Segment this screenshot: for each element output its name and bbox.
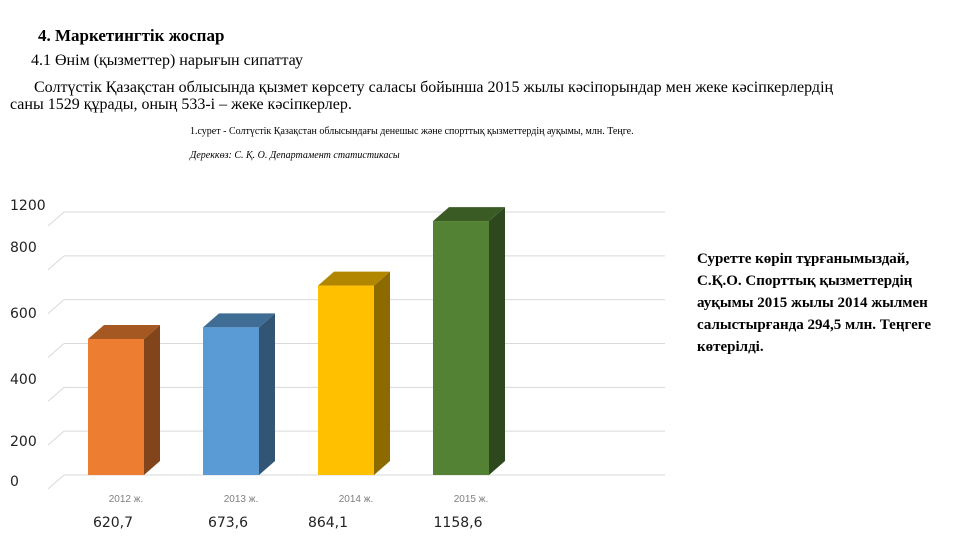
figure-caption: 1.сурет - Солтүстік Қазақстан облысындағ…: [190, 126, 634, 137]
section-heading: 4. Маркетингтік жоспар: [38, 26, 225, 45]
y-axis-ticks: 0 200 400 600 800 1200: [10, 198, 46, 490]
bar-front: [88, 338, 144, 475]
bar-top: [433, 207, 505, 222]
gridline-slant: [47, 299, 65, 315]
x-tick-label: 2012 ж.: [109, 494, 144, 505]
chart-bars: [88, 207, 505, 476]
conclusion-note: Суретте көріп тұрғанымыздай, С.Қ.О. Спор…: [697, 251, 932, 355]
bar-side: [144, 324, 160, 475]
bar-side: [374, 271, 390, 475]
y-tick-label: 1200: [10, 198, 46, 214]
y-tick-label: 200: [10, 434, 37, 450]
gridline-slant: [47, 474, 65, 490]
value-label: 673,6: [208, 515, 248, 531]
gridline-slant: [47, 430, 65, 446]
bar-side: [259, 313, 275, 475]
gridline-slant: [47, 211, 65, 227]
bar-front: [318, 285, 374, 475]
x-tick-label: 2013 ж.: [224, 494, 259, 505]
body-paragraph: Солтүстік Қазақстан облысында қызмет көр…: [10, 79, 834, 113]
gridline-slant: [47, 255, 65, 271]
gridline-slant: [47, 343, 65, 358]
x-axis-ticks: 2012 ж. 2013 ж. 2014 ж. 2015 ж.: [109, 494, 489, 505]
value-labels: 620,7 673,6 864,1 1158,6: [93, 515, 483, 531]
bar-front: [203, 327, 259, 475]
y-tick-label: 400: [10, 372, 37, 388]
value-label: 864,1: [308, 515, 348, 531]
bar-2015 ж.: [433, 207, 505, 476]
value-label: 1158,6: [434, 515, 483, 531]
bar-top: [203, 313, 275, 328]
y-tick-label: 0: [10, 474, 19, 490]
bar-front: [433, 221, 489, 475]
bar-top: [88, 324, 160, 339]
y-tick-label: 600: [10, 306, 37, 322]
x-tick-label: 2015 ж.: [454, 494, 489, 505]
value-label: 620,7: [93, 515, 133, 531]
subsection-heading: 4.1 Өнім (қызметтер) нарығын сипаттау: [31, 52, 303, 69]
bar-top: [318, 271, 390, 286]
y-tick-label: 800: [10, 240, 37, 256]
figure-source: Дереккөз: С. Қ. О. Департамент статистик…: [190, 150, 400, 161]
bar-2013 ж.: [203, 313, 275, 475]
x-tick-label: 2014 ж.: [339, 494, 374, 505]
gridline-slant: [47, 386, 65, 402]
bar-2014 ж.: [318, 271, 390, 475]
bar-2012 ж.: [88, 324, 160, 475]
bar-side: [489, 207, 505, 476]
